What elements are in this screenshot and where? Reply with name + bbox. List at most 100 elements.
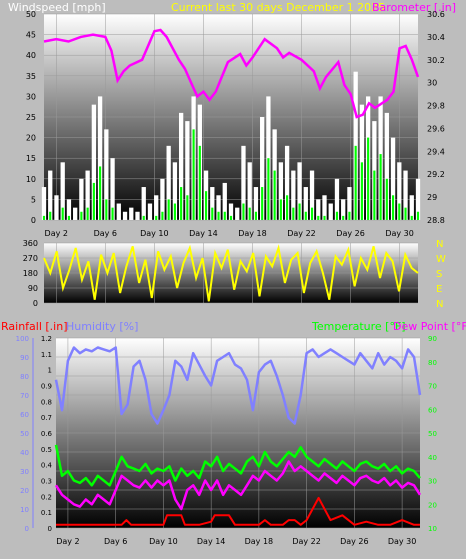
temperature-tick-label: 70	[428, 383, 437, 391]
wind-bar	[79, 178, 84, 220]
chart-title: Current last 30 days December 1 2025	[171, 1, 385, 14]
wind-bar	[110, 158, 115, 220]
wind-bar	[415, 178, 421, 220]
temperature-tick-label: 60	[428, 406, 437, 414]
gust-bar	[323, 215, 326, 220]
compass-label: E	[436, 284, 442, 295]
windspeed-tick-label: 10	[26, 175, 36, 184]
wind-bar	[141, 187, 146, 220]
humidity-tick-label: 20	[20, 487, 29, 495]
gust-bar	[155, 215, 158, 220]
wind-bar	[122, 211, 128, 220]
wind-bar	[309, 170, 315, 220]
temperature-tick-label: 90	[428, 335, 437, 343]
windspeed-tick-label: 40	[26, 51, 36, 60]
wind-bar	[104, 129, 109, 220]
barometer-tick-label: 29.6	[427, 124, 445, 133]
gust-bar	[86, 207, 89, 220]
gust-bar	[354, 145, 357, 220]
wind-plot-series	[41, 28, 421, 221]
wind-bar	[216, 195, 221, 220]
windspeed-tick-labels: 0 5 10 15 20 25 30 35 40 45 50	[26, 10, 36, 225]
direction-tick-label: 0	[33, 299, 38, 308]
windspeed-axis-label: Windspeed [mph]	[8, 1, 106, 14]
rainfall-tick-label: 0.5	[41, 446, 52, 454]
barometer-tick-label: 30.2	[427, 56, 445, 65]
wind-bar	[397, 162, 402, 220]
climate-x-tick-label: Day 18	[245, 537, 274, 546]
temperature-tick-label: 20	[428, 501, 437, 509]
wind-bar	[154, 195, 159, 220]
gust-bar	[373, 170, 376, 220]
direction-plot-series	[43, 244, 419, 302]
climate-x-tick-label: Day 22	[292, 537, 321, 546]
humidity-tick-label: 100	[16, 335, 29, 343]
gust-bar	[67, 215, 71, 220]
wind-bar	[297, 162, 302, 220]
dewpoint-line	[54, 460, 422, 511]
gust-bar	[279, 199, 282, 220]
windspeed-tick-label: 35	[26, 72, 36, 81]
wind-bar	[303, 187, 308, 220]
gust-bar	[142, 215, 145, 220]
wind-bar	[54, 195, 59, 220]
humidity-tick-label: 80	[20, 373, 29, 381]
direction-tick-labels: 0 90 180 270 360	[23, 239, 38, 308]
wind-bar	[97, 96, 103, 220]
direction-tick-label: 180	[23, 269, 38, 278]
rainfall-line	[56, 496, 420, 526]
compass-label: W	[436, 254, 446, 265]
gust-bar	[385, 178, 388, 220]
wind-bar	[178, 112, 184, 220]
rainfall-tick-label: 0.8	[41, 398, 52, 406]
wind-bar	[66, 199, 72, 220]
wind-bar	[247, 162, 252, 220]
temperature-axis-label: Temperature [°F]	[311, 320, 406, 333]
climate-plot-grid	[56, 337, 420, 529]
gust-bar	[410, 215, 413, 220]
climate-x-tick-label: Day 10	[149, 537, 178, 546]
barometer-tick-label: 30.4	[427, 33, 445, 42]
wind-bar	[91, 104, 97, 220]
barometer-axis-label: Barometer [.in]	[372, 1, 456, 14]
barometer-tick-label: 30	[427, 79, 437, 88]
gust-bar	[348, 211, 351, 220]
windspeed-tick-label: 0	[31, 216, 36, 225]
dewpoint-axis-label: Dew Point [°F]	[393, 320, 466, 333]
gust-bar	[310, 207, 314, 220]
humidity-tick-label: 50	[20, 430, 29, 438]
wind-x-tick-label: Day 6	[94, 229, 117, 238]
wind-bar	[60, 162, 65, 220]
windspeed-tick-label: 25	[26, 113, 36, 122]
wind-bar	[278, 162, 284, 220]
gust-bar	[180, 187, 183, 220]
rainfall-tick-label: 0.2	[41, 493, 52, 501]
humidity-tick-label: 40	[20, 449, 29, 457]
gust-bar	[49, 211, 52, 220]
wind-bar	[403, 170, 408, 220]
wind-bar	[322, 195, 327, 220]
gust-bar	[217, 211, 220, 220]
wind-bar	[210, 187, 215, 220]
wind-bar	[135, 211, 140, 220]
gust-bar	[167, 199, 170, 220]
gust-bar	[186, 195, 189, 220]
humidity-tick-labels: 0 10 20 30 40 50 60 70 80 90 100	[16, 335, 29, 533]
barometer-tick-label: 28.8	[427, 216, 445, 225]
humidity-axis-label: Humidity [%]	[66, 320, 138, 333]
gust-bar	[173, 203, 176, 220]
wind-bar	[228, 203, 234, 220]
compass-label: N	[436, 239, 443, 250]
wind-x-tick-label: Day 14	[189, 229, 218, 238]
wind-x-tick-label: Day 18	[238, 229, 267, 238]
wind-bar	[48, 170, 53, 220]
gust-bar	[379, 154, 382, 220]
barometer-tick-label: 30.6	[427, 10, 445, 19]
gust-bar	[192, 129, 195, 220]
windspeed-tick-label: 30	[26, 92, 36, 101]
wind-x-tick-label: Day 2	[45, 229, 68, 238]
temperature-tick-label: 50	[428, 430, 437, 438]
